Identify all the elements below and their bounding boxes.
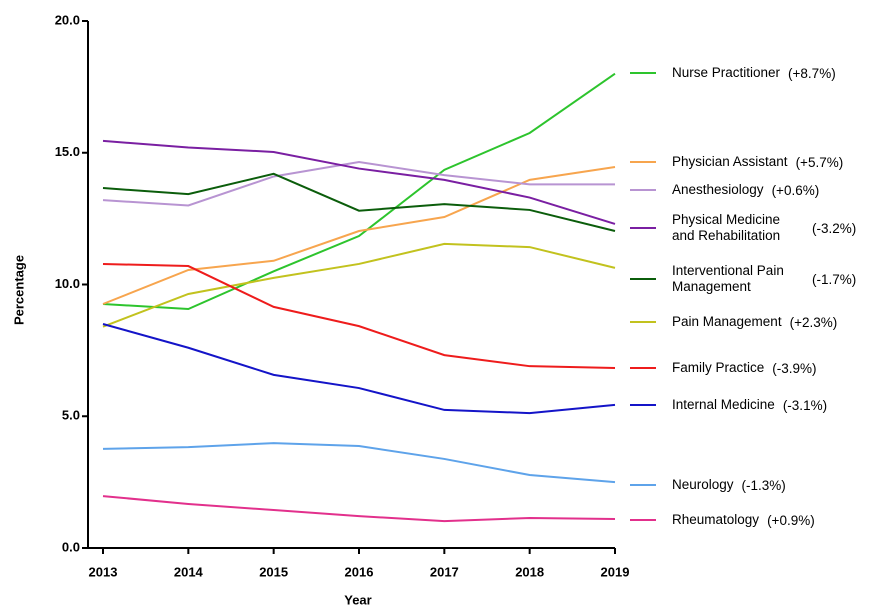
legend-entry: Rheumatology (+0.9%) bbox=[630, 512, 815, 528]
legend-swatch bbox=[630, 484, 656, 486]
series-line bbox=[102, 139, 616, 225]
legend-label: Physical Medicine and Rehabilitation bbox=[672, 212, 781, 243]
y-axis-label: Percentage bbox=[11, 255, 26, 325]
legend-entry: Internal Medicine (-3.1%) bbox=[630, 397, 827, 413]
legend-label: Rheumatology bbox=[672, 512, 760, 527]
y-tick-label: 10.0 bbox=[55, 276, 80, 291]
legend-swatch bbox=[630, 161, 656, 163]
x-tick-label: 2019 bbox=[601, 564, 630, 579]
legend-label: Nurse Practitioner bbox=[672, 65, 781, 80]
legend-label: Family Practice bbox=[672, 360, 765, 375]
series-line bbox=[102, 323, 616, 415]
legend-label: Interventional Pain Management bbox=[672, 263, 784, 294]
series-line bbox=[102, 495, 616, 523]
x-tick-label: 2016 bbox=[345, 564, 374, 579]
legend-swatch bbox=[630, 189, 656, 191]
series-line bbox=[102, 72, 616, 311]
legend-swatch bbox=[630, 321, 656, 323]
y-tick-label: 5.0 bbox=[62, 408, 80, 423]
legend-change: (+0.9%) bbox=[767, 512, 815, 528]
legend-swatch bbox=[630, 367, 656, 369]
x-axis-label: Year bbox=[344, 592, 371, 607]
series-line bbox=[102, 165, 616, 305]
y-tick-label: 0.0 bbox=[62, 539, 80, 554]
legend-change: (-1.3%) bbox=[741, 477, 786, 493]
y-tick-label: 20.0 bbox=[55, 12, 80, 27]
legend-swatch bbox=[630, 72, 656, 74]
legend-swatch bbox=[630, 404, 656, 406]
legend-change: (+5.7%) bbox=[795, 154, 844, 170]
legend-entry: Nurse Practitioner (+8.7%) bbox=[630, 65, 836, 81]
legend-entry: Physician Assistant (+5.7%) bbox=[630, 154, 843, 170]
legend-label: Physician Assistant bbox=[672, 154, 788, 169]
legend-entry: Neurology (-1.3%) bbox=[630, 477, 786, 493]
y-tick-label: 15.0 bbox=[55, 144, 80, 159]
x-tick-label: 2014 bbox=[174, 564, 204, 579]
legend-label: Internal Medicine bbox=[672, 397, 775, 412]
series-line bbox=[102, 442, 616, 484]
legend-entry: Family Practice (-3.9%) bbox=[630, 360, 817, 376]
series-line bbox=[102, 242, 616, 328]
legend-change: (-3.9%) bbox=[772, 360, 817, 376]
x-tick-label: 2013 bbox=[89, 564, 118, 579]
legend-change: (+2.3%) bbox=[789, 314, 838, 330]
series-line bbox=[102, 172, 616, 232]
legend-change: (-3.1%) bbox=[782, 397, 828, 413]
legend-change: (+8.7%) bbox=[788, 65, 836, 81]
legend-entry: Interventional Pain Management (-1.7%) bbox=[630, 263, 856, 295]
series-line bbox=[102, 160, 615, 207]
legend-swatch bbox=[630, 278, 656, 280]
legend-entry: Physical Medicine and Rehabilitation (-3.… bbox=[630, 212, 856, 244]
legend-label: Anesthesiology bbox=[672, 182, 764, 197]
legend-change: (-1.7%) bbox=[812, 271, 857, 287]
x-tick-label: 2015 bbox=[259, 564, 288, 579]
legend-entry: Anesthesiology (+0.6%) bbox=[630, 182, 819, 198]
x-tick-label: 2017 bbox=[430, 564, 459, 579]
legend-label: Pain Management bbox=[672, 314, 782, 329]
legend-entry: Pain Management (+2.3%) bbox=[630, 314, 837, 330]
legend-swatch bbox=[630, 227, 656, 229]
legend-swatch bbox=[630, 519, 656, 521]
legend-change: (+0.6%) bbox=[771, 182, 820, 198]
legend-change: (-3.2%) bbox=[812, 220, 857, 236]
x-tick-label: 2018 bbox=[515, 564, 544, 579]
legend-label: Neurology bbox=[672, 477, 734, 492]
series-line bbox=[102, 262, 616, 370]
